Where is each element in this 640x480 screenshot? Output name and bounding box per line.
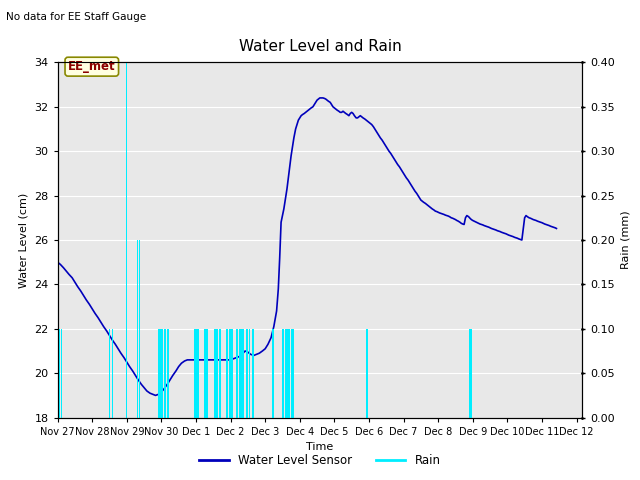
Bar xyxy=(240,329,241,418)
Bar xyxy=(288,329,289,418)
Bar xyxy=(365,329,367,418)
Bar xyxy=(228,329,230,418)
Text: EE_met: EE_met xyxy=(68,60,116,73)
Bar xyxy=(292,329,293,418)
Bar xyxy=(217,329,218,418)
Bar xyxy=(196,329,198,418)
Bar xyxy=(291,329,292,418)
Bar xyxy=(246,329,247,418)
Bar xyxy=(166,329,168,418)
Bar xyxy=(237,329,239,418)
Text: No data for EE Staff Gauge: No data for EE Staff Gauge xyxy=(6,12,147,22)
Bar xyxy=(249,329,250,418)
Bar xyxy=(469,329,470,418)
Bar xyxy=(282,329,283,418)
Bar xyxy=(230,329,231,418)
Bar xyxy=(272,329,273,418)
Bar xyxy=(61,329,62,418)
Bar xyxy=(367,329,368,418)
Bar xyxy=(168,329,169,418)
Bar xyxy=(59,329,60,418)
Bar xyxy=(227,329,228,418)
Y-axis label: Water Level (cm): Water Level (cm) xyxy=(19,192,29,288)
Bar xyxy=(273,329,275,418)
Bar xyxy=(289,329,291,418)
Bar xyxy=(162,329,163,418)
Bar xyxy=(159,329,161,418)
Bar xyxy=(198,329,199,418)
Bar xyxy=(286,329,287,418)
Bar xyxy=(161,329,162,418)
Bar xyxy=(136,240,138,418)
Bar xyxy=(158,329,159,418)
Bar xyxy=(241,329,243,418)
Bar xyxy=(253,329,254,418)
Bar xyxy=(214,329,215,418)
Bar xyxy=(226,329,227,418)
Bar xyxy=(471,329,472,418)
Bar xyxy=(165,329,166,418)
X-axis label: Time: Time xyxy=(307,442,333,452)
Bar xyxy=(204,329,205,418)
Bar xyxy=(293,329,294,418)
Bar xyxy=(111,329,113,418)
Bar xyxy=(252,329,253,418)
Title: Water Level and Rain: Water Level and Rain xyxy=(239,39,401,54)
Bar xyxy=(109,329,110,418)
Bar xyxy=(207,329,208,418)
Bar xyxy=(285,329,286,418)
Bar xyxy=(247,329,248,418)
Bar xyxy=(243,329,244,418)
Bar xyxy=(216,329,217,418)
Bar xyxy=(236,329,237,418)
Bar xyxy=(218,329,220,418)
Legend: Water Level Sensor, Rain: Water Level Sensor, Rain xyxy=(195,449,445,472)
Bar xyxy=(205,329,207,418)
Bar xyxy=(220,329,221,418)
Bar xyxy=(239,329,240,418)
Bar xyxy=(126,62,127,418)
Bar xyxy=(231,329,232,418)
Bar xyxy=(195,329,196,418)
Y-axis label: Rain (mm): Rain (mm) xyxy=(620,211,630,269)
Bar xyxy=(194,329,195,418)
Bar xyxy=(139,240,140,418)
